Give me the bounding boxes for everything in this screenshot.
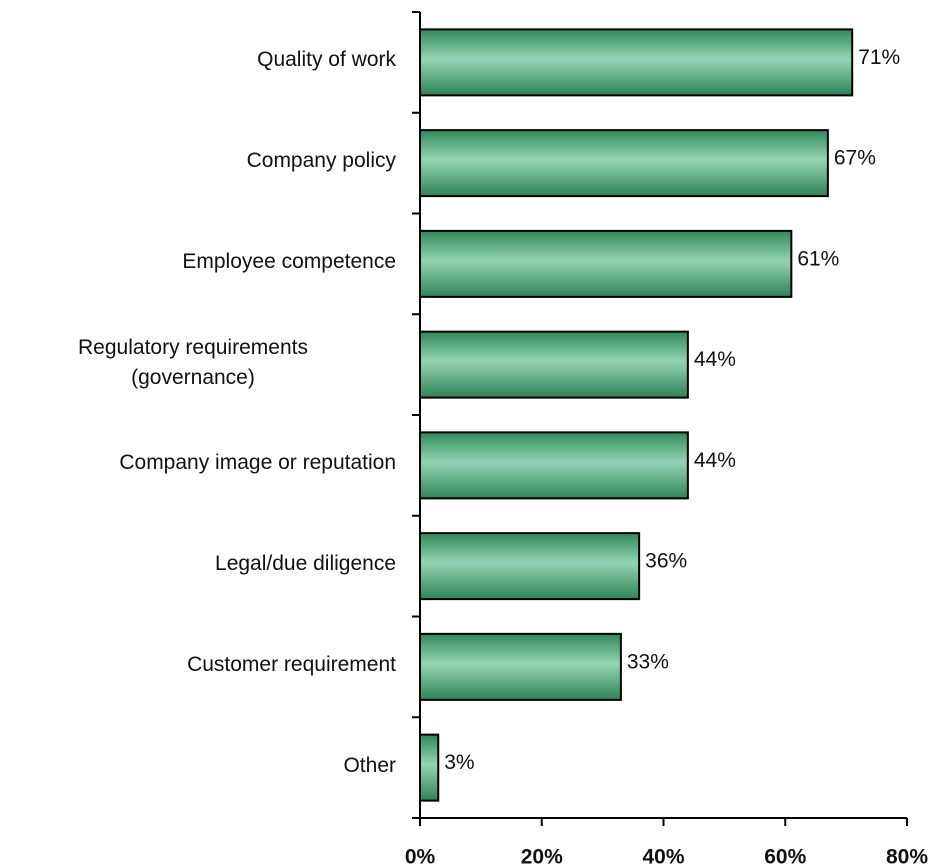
category-label: Regulatory requirements (governance) [78, 335, 308, 389]
value-label: 61% [797, 247, 839, 270]
bar [419, 632, 622, 701]
value-label: 44% [694, 449, 736, 472]
value-label: 71% [858, 46, 900, 69]
x-tick-label: 60% [764, 846, 806, 868]
value-label: 36% [645, 550, 687, 573]
bar [419, 733, 440, 802]
category-label: Company policy [246, 149, 396, 173]
bar [419, 28, 854, 97]
value-label: 3% [444, 751, 474, 774]
bar [419, 431, 689, 500]
bar [419, 532, 641, 601]
bar [419, 229, 793, 298]
x-tick-label: 40% [642, 846, 684, 868]
category-label: Customer requirement [187, 652, 396, 676]
category-label: Employee competence [182, 249, 396, 273]
value-label: 44% [694, 348, 736, 371]
category-label: Quality of work [257, 48, 396, 72]
value-label: 33% [627, 650, 669, 673]
x-tick-label: 20% [521, 846, 563, 868]
bar [419, 330, 689, 399]
bar [419, 129, 829, 198]
category-label: Company image or reputation [119, 451, 396, 475]
category-label: Other [343, 753, 396, 777]
category-label: Legal/due diligence [215, 552, 396, 576]
value-label: 67% [834, 147, 876, 170]
x-tick-label: 80% [886, 846, 928, 868]
x-tick-label: 0% [405, 846, 436, 868]
